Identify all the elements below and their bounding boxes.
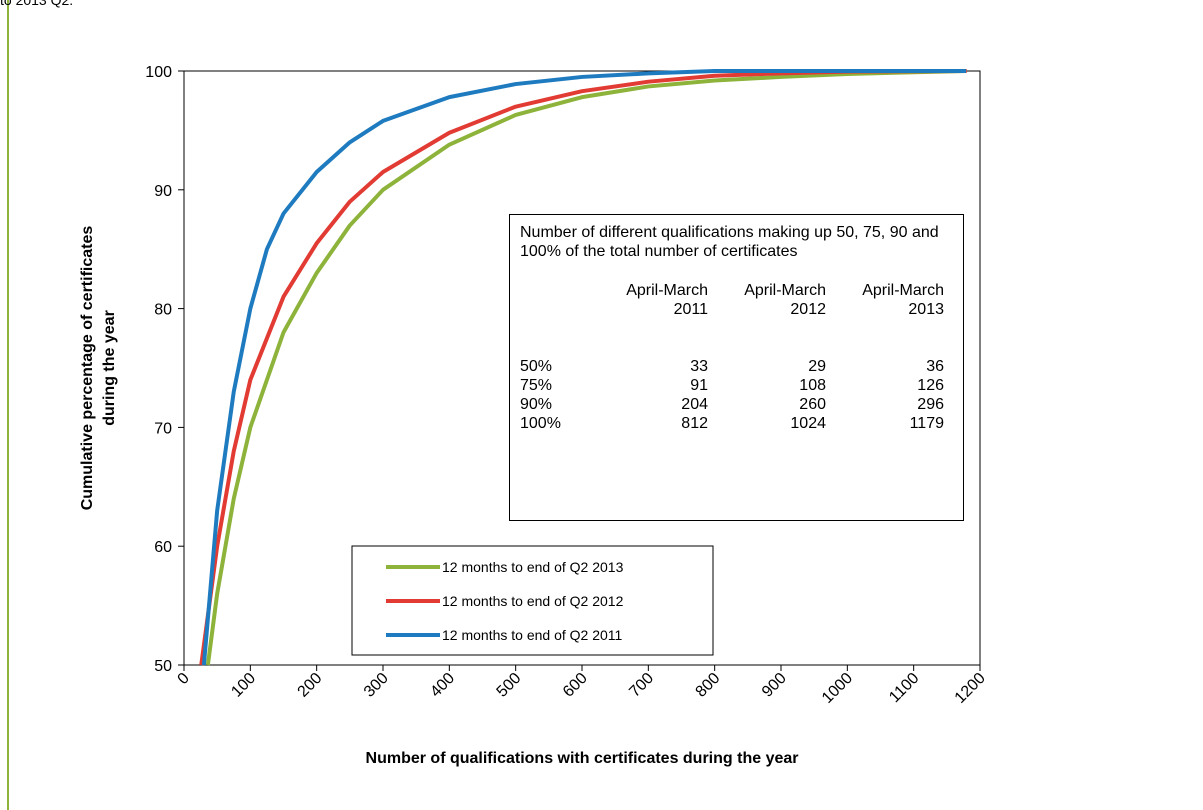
x-tick-label: 800 [693,670,724,701]
table-cell: 36 [926,358,944,375]
table-cell: April-March 2013 [826,281,944,319]
table-cell: 50% [520,358,553,375]
series-line [205,69,967,666]
y-tick-label: 70 [154,420,172,437]
table-cell: April-March 2011 [590,281,708,319]
x-tick-label: 100 [228,670,259,701]
y-tick-label: 90 [154,183,172,200]
annotation-title: Number of different qualifications makin… [520,224,939,260]
table-cell: 100% [520,415,561,432]
x-tick-label: 0 [175,670,193,688]
table-cell: 126 [917,377,944,394]
table-cell: 1179 [909,415,944,432]
header-line: April-March [744,282,826,299]
table-cell: 90% [520,396,553,413]
table-cell: 204 [681,396,708,413]
legend-label: 12 months to end of Q2 2011 [442,627,623,643]
x-tick-label: 400 [427,670,458,701]
x-tick-label: 1100 [886,670,922,706]
table-header: April-March 2011 April-March 2012 April-Marc… [520,281,944,319]
y-axis-title: Cumulative percentage of certificates du… [79,226,118,511]
table-cell: 75% [520,377,553,394]
annotation-table: April-March 2011 April-March 2012 April-Marc… [520,281,944,433]
table-cell: 33 [690,358,708,375]
table-cell: April-March 2012 [708,281,826,319]
x-tick-label: 900 [759,670,790,701]
table-row: 90% 204 260 296 [520,395,944,414]
table-row: 75% 91 108 126 [520,376,944,395]
x-tick-label: 700 [626,670,657,701]
table-cell [520,281,590,319]
y-axis-title-line: during the year [101,310,118,426]
table-cell: 1024 [790,415,826,432]
table-cell: 108 [799,377,826,394]
x-tick-label: 300 [361,670,392,701]
x-tick-label: 1000 [819,670,856,707]
series-line [201,69,967,666]
table-cell: 296 [917,396,944,413]
x-tick-label: 500 [494,670,525,701]
table-cell: 29 [808,358,826,375]
table-row: 100% 812 1024 1179 [520,414,944,433]
table-cell: 812 [681,415,708,432]
y-tick-label: 80 [154,302,172,319]
y-tick-label: 60 [154,539,172,556]
header-line: April-March [862,282,944,299]
spacer [520,319,944,357]
x-tick-label: 200 [295,670,326,701]
y-tick-label: 100 [145,64,172,81]
caption: to 2013 Q2. [0,0,73,8]
y-tick-label: 50 [154,658,172,675]
legend-label: 12 months to end of Q2 2013 [442,559,624,575]
header-line: April-March [626,282,708,299]
x-tick-label: 600 [560,670,591,701]
series-line [199,69,967,666]
x-axis-title: Number of qualifications with certificat… [366,750,799,767]
header-line: 2011 [673,301,708,318]
y-axis-title-line: Cumulative percentage of certificates [79,226,96,511]
x-tick-label: 1200 [952,670,989,707]
header-line: 2012 [790,301,826,318]
table-cell: 91 [690,377,708,394]
legend-label: 12 months to end of Q2 2012 [442,593,624,609]
annotation-box: Number of different qualifications makin… [509,214,964,521]
table-row: 50% 33 29 36 [520,357,944,376]
header-line: 2013 [908,301,944,318]
table-cell: 260 [799,396,826,413]
